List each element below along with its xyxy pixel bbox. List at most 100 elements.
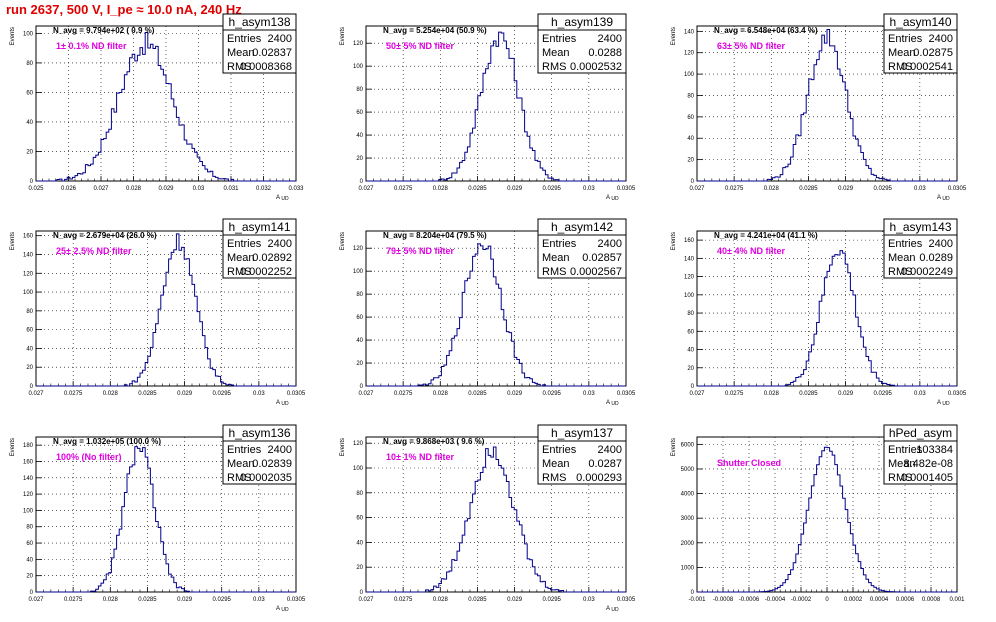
y-tick-label: 2000 [681, 541, 695, 547]
filter-label: 50± 5% ND filter [386, 41, 454, 51]
histogram-panel-h_asym137: 0.027 0.0275 0.028 0.0285 0.029 0.0295 0.03 0.0… [340, 424, 636, 613]
stat-value: 0.0288 [588, 47, 622, 59]
x-tick-label: 0.029 [177, 391, 193, 397]
x-tick-label: 0.0275 [64, 597, 83, 603]
filter-label: 63± 5% ND filter [717, 41, 785, 51]
x-tick-label: 0.028 [764, 186, 780, 192]
y-tick-label: 160 [23, 234, 34, 240]
stat-label: RMS [888, 266, 912, 278]
navg-label: N_avg = 4.241e+04 (41.1 %) [714, 231, 818, 240]
x-tick-label: 0.027 [358, 391, 374, 397]
x-tick-label: 0.027 [689, 186, 705, 192]
x-tick-label: 0.029 [177, 597, 193, 603]
y-tick-label: 120 [353, 246, 364, 252]
y-tick-label: 0 [691, 590, 695, 596]
y-tick-label: 60 [687, 115, 694, 121]
x-tick-label: 0.0295 [543, 597, 562, 603]
x-tick-label: 0.029 [838, 186, 854, 192]
x-tick-label: 0.0295 [213, 391, 232, 397]
stat-value: 2400 [598, 444, 622, 456]
y-tick-label: 80 [356, 491, 363, 497]
y-tick-label: 20 [356, 565, 363, 571]
stat-label: Mean [542, 47, 570, 59]
stat-box [537, 440, 627, 485]
x-tick-label: 0.03 [914, 186, 926, 192]
y-axis-title: Events [340, 232, 346, 250]
x-tick-label: 0.0295 [213, 597, 232, 603]
y-tick-label: 60 [356, 110, 363, 116]
x-tick-label: -0.0004 [765, 597, 786, 603]
x-tick-label: 0.0275 [394, 597, 413, 603]
x-tick-label: 0.028 [433, 597, 449, 603]
y-tick-label: 60 [356, 315, 363, 321]
y-tick-label: 20 [26, 574, 33, 580]
y-tick-label: 40 [26, 557, 33, 563]
filter-label: 25± 2.5% ND filter [56, 246, 132, 256]
x-tick-label: 0.0285 [138, 597, 157, 603]
stat-label: RMS [227, 61, 251, 73]
y-axis-title: Events [671, 27, 677, 45]
x-tick-label: 0.0305 [617, 186, 636, 192]
filter-label: 79± 5% ND filter [386, 246, 454, 256]
stat-box [883, 234, 958, 279]
x-tick-label: 0.0275 [64, 391, 83, 397]
run-title: run 2637, 500 V, I_pe ≈ 10.0 nA, 240 Hz [6, 2, 242, 17]
y-tick-label: 0 [30, 179, 34, 185]
x-tick-label: 0.033 [288, 186, 304, 192]
navg-label: N_avg = 6.548e+04 (63.4 %) [714, 26, 818, 35]
x-tick-label: 0.03 [583, 391, 595, 397]
stat-label: RMS [542, 472, 566, 484]
histogram-panel-h_asym136: 0.027 0.0275 0.028 0.0285 0.029 0.0295 0.03 0.0… [10, 424, 306, 613]
y-tick-label: 4000 [681, 492, 695, 498]
y-tick-label: 100 [23, 290, 34, 296]
y-tick-label: 100 [23, 31, 34, 37]
histogram-name: h_asym140 [889, 15, 951, 29]
y-tick-label: 80 [687, 311, 694, 317]
x-tick-label: 0.0285 [138, 391, 157, 397]
histogram-panel-h_asym141: 0.027 0.0275 0.028 0.0285 0.029 0.0295 0.03 0.0… [10, 218, 306, 407]
y-tick-label: 6000 [681, 442, 695, 448]
stat-label: RMS [542, 266, 566, 278]
y-tick-label: 60 [26, 90, 33, 96]
y-tick-label: 100 [684, 72, 695, 78]
stat-box [537, 234, 627, 279]
stat-value: 0.0002541 [901, 61, 953, 73]
y-tick-label: 0 [360, 590, 364, 596]
y-tick-label: 60 [26, 328, 33, 334]
y-tick-label: 0 [360, 179, 364, 185]
stat-value: 0.02837 [252, 47, 292, 59]
histogram-curve [697, 250, 957, 387]
x-tick-label: 0.0305 [948, 391, 967, 397]
x-tick-label: 0.027 [28, 391, 44, 397]
histogram-name: h_asym137 [551, 426, 613, 440]
stat-label: RMS [888, 61, 912, 73]
stat-value: 2400 [268, 238, 292, 250]
y-tick-label: 140 [684, 256, 695, 262]
navg-label: N_avg = 9.794e+02 ( 0.9 %) [53, 26, 155, 35]
stat-label: Entries [542, 238, 577, 250]
x-tick-label: 0.029 [507, 597, 523, 603]
stat-label: Mean [542, 458, 570, 470]
y-tick-label: 80 [26, 309, 33, 315]
y-tick-label: 120 [353, 441, 364, 447]
x-tick-label: 0.026 [61, 186, 77, 192]
x-tick-label: 0.0285 [468, 186, 487, 192]
y-tick-label: 40 [26, 120, 33, 126]
x-tick-label: 0.0295 [874, 391, 893, 397]
histogram-panel-hPed_asym: -0.001 -0.0008 -0.0006 -0.0004 -0.0002 0 0.000… [671, 424, 965, 603]
x-tick-label: 0.0285 [799, 391, 818, 397]
stat-value: 0.02875 [913, 47, 953, 59]
y-tick-label: 40 [356, 133, 363, 139]
y-tick-label: 5000 [681, 467, 695, 473]
y-tick-label: 80 [687, 93, 694, 99]
histogram-panel-h_asym139: 0.027 0.0275 0.028 0.0285 0.029 0.0295 0.03 0.0… [340, 13, 636, 202]
stat-value: 0.02857 [582, 252, 622, 264]
x-tick-label: 0.029 [507, 186, 523, 192]
y-tick-label: 20 [26, 365, 33, 371]
filter-label: 100% (No filter) [56, 452, 122, 462]
stat-label: Entries [542, 33, 577, 45]
stat-value: 2400 [598, 33, 622, 45]
x-tick-label: 0.0305 [617, 391, 636, 397]
y-axis-title: Events [340, 27, 346, 45]
stat-value: 2400 [929, 33, 953, 45]
